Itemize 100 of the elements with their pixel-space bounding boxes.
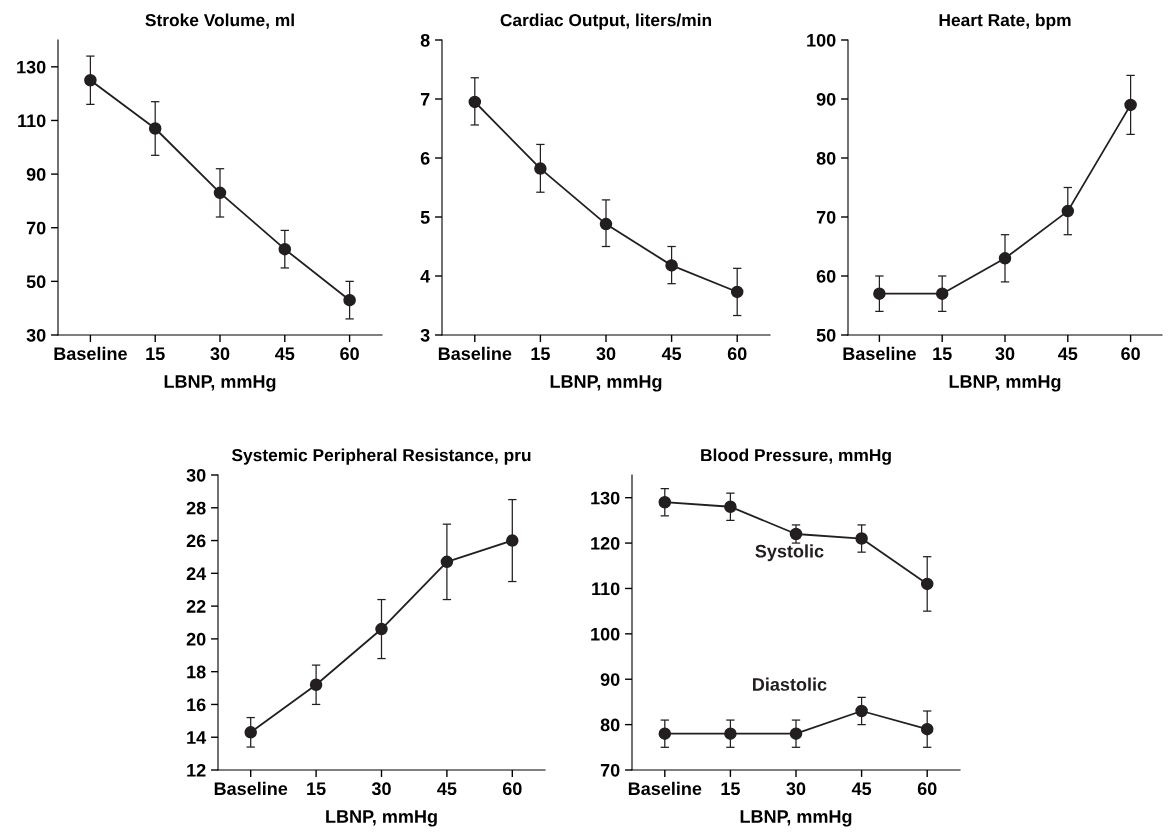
y-tick-label: 70 bbox=[600, 763, 620, 777]
point bbox=[724, 727, 737, 740]
series-label: Diastolic bbox=[753, 677, 827, 691]
x-axis-title: LBNP, mmHg bbox=[740, 810, 852, 827]
point bbox=[855, 704, 868, 718]
chart-title: Heart Rate, bpm bbox=[939, 13, 1071, 30]
chart-title: Systemic Peripheral Resistance, pru bbox=[231, 448, 531, 465]
y-tick-label: 90 bbox=[26, 168, 46, 181]
point bbox=[506, 534, 519, 547]
series-label: Systolic bbox=[755, 544, 824, 562]
point bbox=[343, 293, 356, 307]
point bbox=[440, 555, 454, 569]
x-tick-label: Baseline bbox=[214, 781, 288, 796]
y-tick-label: 130 bbox=[591, 491, 620, 505]
y-tick-label: 70 bbox=[26, 221, 46, 235]
point bbox=[789, 727, 803, 740]
x-tick-label: 45 bbox=[437, 782, 457, 796]
point bbox=[375, 622, 388, 636]
y-tick-label: 80 bbox=[816, 151, 836, 165]
x-tick-label: Baseline bbox=[628, 781, 702, 796]
y-tick-label: 110 bbox=[592, 582, 620, 596]
x-tick-label: 45 bbox=[275, 347, 295, 361]
y-tick-label: 100 bbox=[807, 33, 836, 47]
x-tick-label: 30 bbox=[995, 347, 1015, 361]
point bbox=[665, 259, 678, 272]
x-tick-label: 15 bbox=[146, 347, 165, 361]
point bbox=[148, 122, 162, 135]
y-tick-label: 50 bbox=[816, 328, 836, 342]
y-tick-label: 16 bbox=[187, 698, 206, 712]
x-tick-label: 15 bbox=[721, 782, 740, 796]
point bbox=[309, 678, 323, 692]
x-axis-title: LBNP, mmHg bbox=[550, 375, 662, 392]
point bbox=[599, 217, 613, 231]
x-tick-label: 15 bbox=[933, 347, 952, 361]
x-tick-label: Baseline bbox=[843, 346, 916, 361]
point bbox=[658, 495, 672, 509]
x-tick-label: 15 bbox=[531, 347, 550, 361]
point bbox=[658, 727, 672, 740]
chart-title: Blood Pressure, mmHg bbox=[701, 448, 891, 465]
x-tick-label: 30 bbox=[210, 347, 230, 361]
point bbox=[724, 500, 737, 514]
y-tick-label: 30 bbox=[26, 328, 46, 342]
y-tick-label: 5 bbox=[420, 211, 430, 224]
y-tick-label: 14 bbox=[187, 731, 207, 744]
x-tick-label: 30 bbox=[371, 782, 391, 796]
point bbox=[278, 242, 292, 256]
point bbox=[998, 252, 1012, 265]
y-tick-label: 90 bbox=[600, 673, 620, 686]
y-tick-label: 30 bbox=[186, 468, 206, 482]
x-tick-label: 45 bbox=[661, 347, 682, 361]
y-tick-label: 3 bbox=[420, 328, 430, 342]
y-tick-label: 110 bbox=[18, 114, 46, 128]
y-tick-label: 130 bbox=[17, 60, 46, 74]
point bbox=[534, 162, 547, 175]
point bbox=[920, 722, 934, 736]
y-tick-label: 60 bbox=[816, 269, 836, 283]
y-tick-label: 6 bbox=[420, 151, 430, 165]
y-tick-label: 100 bbox=[591, 627, 620, 641]
y-tick-label: 70 bbox=[816, 210, 836, 224]
point bbox=[920, 577, 934, 591]
x-axis-title: LBNP, mmHg bbox=[949, 375, 1061, 392]
x-axis-title: LBNP, mmHg bbox=[326, 810, 437, 827]
point bbox=[1061, 204, 1075, 218]
y-tick-label: 80 bbox=[600, 718, 620, 732]
point bbox=[855, 532, 868, 545]
y-tick-label: 7 bbox=[420, 93, 430, 106]
y-tick-label: 90 bbox=[816, 92, 836, 106]
x-tick-label: 45 bbox=[1058, 347, 1078, 361]
x-tick-label: 30 bbox=[786, 782, 806, 796]
y-tick-label: 50 bbox=[26, 275, 46, 289]
point bbox=[873, 287, 886, 300]
x-tick-label: 45 bbox=[851, 782, 872, 796]
x-tick-label: 60 bbox=[340, 347, 359, 361]
y-tick-label: 28 bbox=[186, 501, 206, 515]
x-tick-label: 60 bbox=[1121, 347, 1140, 361]
y-tick-label: 12 bbox=[187, 763, 206, 777]
y-tick-label: 18 bbox=[187, 665, 206, 679]
point bbox=[1124, 98, 1137, 112]
y-tick-label: 22 bbox=[186, 600, 206, 613]
x-tick-label: Baseline bbox=[438, 346, 512, 361]
y-tick-label: 24 bbox=[186, 567, 207, 580]
x-axis-title: LBNP, mmHg bbox=[164, 375, 276, 392]
y-tick-label: 8 bbox=[420, 33, 430, 47]
x-tick-label: 60 bbox=[917, 782, 937, 796]
point bbox=[84, 73, 97, 87]
y-tick-label: 20 bbox=[186, 632, 206, 646]
chart-title: Stroke Volume, ml bbox=[145, 13, 294, 29]
point bbox=[244, 726, 257, 739]
point bbox=[730, 285, 744, 299]
chart-title: Cardiac Output, liters/min bbox=[500, 13, 712, 30]
y-tick-label: 26 bbox=[186, 534, 206, 548]
point bbox=[935, 287, 949, 300]
x-tick-label: Baseline bbox=[54, 346, 127, 361]
point bbox=[213, 186, 227, 200]
x-tick-label: 60 bbox=[727, 347, 747, 361]
y-tick-label: 4 bbox=[420, 270, 431, 283]
x-tick-label: 15 bbox=[307, 782, 326, 796]
y-tick-label: 120 bbox=[591, 537, 620, 550]
point bbox=[468, 95, 482, 109]
x-tick-label: 60 bbox=[502, 782, 522, 796]
